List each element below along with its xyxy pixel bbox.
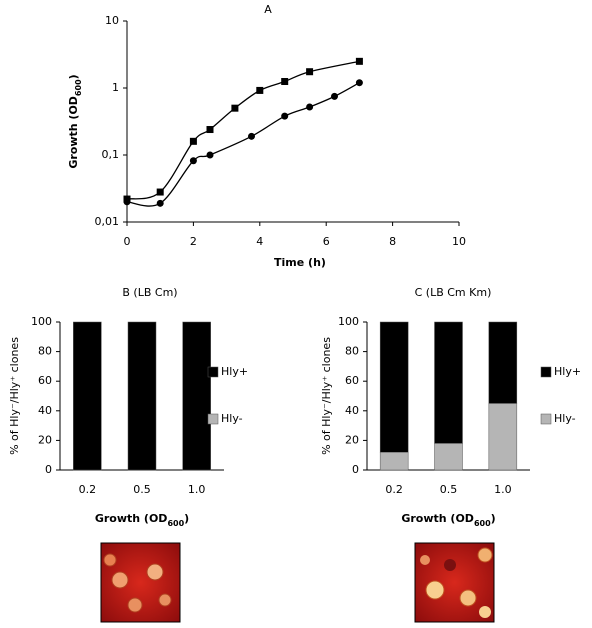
chart-title: A (264, 3, 272, 16)
x-tick-label: 2 (190, 235, 197, 248)
marker (281, 112, 289, 120)
y-tick-label: 1 (112, 81, 119, 94)
x-tick-label: 0.2 (385, 483, 403, 496)
marker (206, 151, 214, 159)
x-axis-label-part: ) (491, 512, 496, 525)
x-tick-label: 6 (323, 235, 330, 248)
bar-segment (379, 321, 409, 453)
y-tick-label: 20 (345, 433, 359, 446)
bar-segment (73, 321, 102, 471)
y-tick-label: 0,1 (102, 148, 120, 161)
y-axis-label: % of Hly⁻/Hly⁺ clones (320, 337, 333, 455)
y-tick-label: 20 (38, 433, 52, 446)
x-tick-label: 1.0 (494, 483, 512, 496)
x-axis-label-part: Growth (OD (401, 512, 474, 525)
bar-segment (434, 321, 463, 444)
bar-segment (434, 443, 463, 471)
marker (156, 199, 164, 207)
y-axis-label: Growth (OD600) (67, 74, 83, 168)
marker (156, 188, 164, 196)
legend-swatch (207, 413, 219, 425)
x-axis-label: Growth (OD600) (95, 512, 189, 528)
chart-title: B (LB Cm) (122, 286, 177, 299)
y-axis-label-part: Growth (OD (67, 96, 80, 169)
bar-segment (182, 321, 211, 471)
marker (248, 132, 255, 140)
y-tick-label: 0,01 (95, 215, 120, 228)
bar-segment (488, 321, 518, 404)
legend-label: Hly- (221, 412, 243, 425)
y-tick-label: 40 (38, 404, 52, 417)
x-tick-label: 0.2 (79, 483, 97, 496)
y-tick-label: 60 (345, 374, 359, 387)
photo-b (100, 542, 181, 623)
y-tick-label: 100 (31, 315, 52, 328)
x-axis-label-part: 600 (474, 519, 491, 528)
marker (231, 104, 239, 112)
x-tick-label: 8 (389, 235, 396, 248)
marker (189, 157, 197, 165)
x-axis-label: Time (h) (274, 256, 326, 269)
legend-swatch (540, 413, 552, 425)
x-axis-label-part: 600 (167, 519, 184, 528)
marker (256, 86, 264, 94)
line (126, 60, 360, 200)
x-tick-label: 4 (256, 235, 263, 248)
y-axis-label: % of Hly⁻/Hly⁺ clones (8, 337, 21, 455)
axis (126, 21, 459, 223)
marker (123, 198, 131, 206)
bar-segment (488, 403, 518, 471)
x-tick-label: 0 (124, 235, 131, 248)
marker (306, 103, 314, 111)
legend-label: Hly- (554, 412, 576, 425)
marker (331, 92, 338, 100)
y-tick-label: 80 (38, 345, 52, 358)
marker (355, 79, 363, 87)
bar-segment (379, 451, 409, 471)
legend-swatch (540, 366, 552, 378)
legend-swatch (207, 366, 219, 378)
photo-c (414, 542, 495, 623)
y-tick-label: 0 (45, 463, 52, 476)
y-tick-label: 10 (105, 14, 119, 27)
x-tick-label: 10 (452, 235, 466, 248)
x-axis-label: Growth (OD600) (401, 512, 495, 528)
marker (306, 68, 314, 76)
y-axis-label-part: 600 (74, 79, 83, 96)
y-tick-label: 80 (345, 345, 359, 358)
marker (206, 126, 214, 134)
y-tick-label: 0 (352, 463, 359, 476)
marker (355, 57, 363, 65)
x-axis-label-part: Growth (OD (95, 512, 168, 525)
x-tick-label: 0.5 (133, 483, 151, 496)
y-tick-label: 60 (38, 374, 52, 387)
x-tick-label: 1.0 (188, 483, 206, 496)
legend-label: Hly+ (221, 365, 248, 378)
x-axis-label-part: ) (184, 512, 189, 525)
y-tick-label: 40 (345, 404, 359, 417)
chart-title: C (LB Cm Km) (415, 286, 492, 299)
x-tick-label: 0.5 (440, 483, 458, 496)
bar-segment (127, 321, 157, 471)
y-axis-label-part: ) (67, 74, 80, 79)
marker (281, 78, 289, 86)
legend-label: Hly+ (554, 365, 581, 378)
y-tick-label: 100 (338, 315, 359, 328)
marker (189, 137, 197, 145)
